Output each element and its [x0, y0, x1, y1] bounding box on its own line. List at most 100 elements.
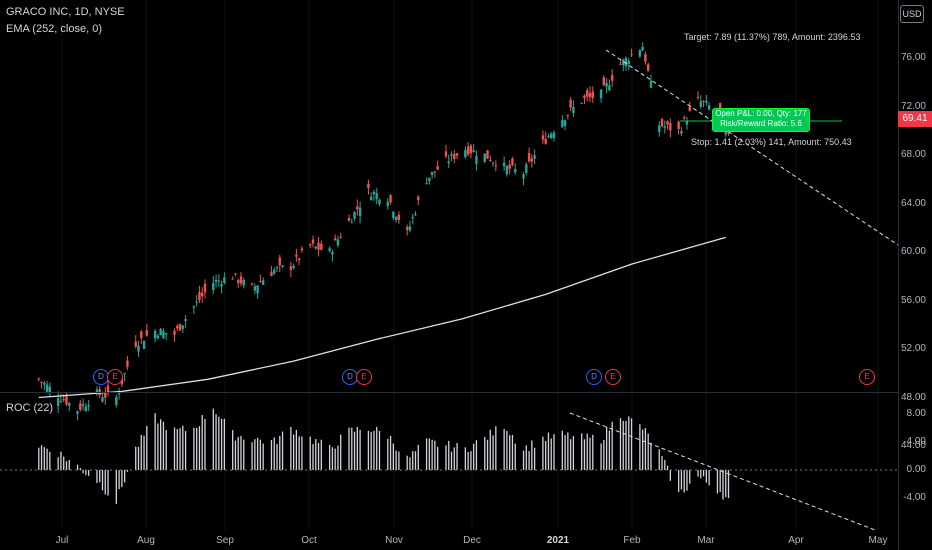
open-pnl-label[interactable]: Open P&L: 0.00, Qty: 177 Risk/Reward Rat…	[712, 108, 810, 132]
candle-body	[253, 286, 257, 291]
candle-body	[444, 151, 448, 157]
candle-body	[369, 196, 373, 201]
candle-body	[666, 121, 669, 125]
candle-body	[331, 252, 334, 255]
candle-body	[405, 227, 409, 231]
candle-body	[317, 242, 320, 250]
candle-body	[547, 136, 550, 138]
ema-legend[interactable]: EMA (252, close, 0)	[6, 23, 102, 35]
price-tick-label: 76.00	[900, 52, 926, 63]
candle-body	[522, 174, 525, 179]
roc-tick-label: 4.00	[906, 436, 926, 447]
candle-body	[663, 126, 666, 128]
candle-body	[677, 121, 680, 130]
currency-button[interactable]: USD	[900, 5, 924, 23]
candle-body	[411, 217, 414, 219]
candle-body	[239, 276, 243, 284]
candle-body	[292, 265, 295, 269]
candle-body	[153, 330, 157, 339]
dividend-marker[interactable]: D	[93, 369, 109, 385]
candle-body	[311, 239, 315, 244]
candle-body	[489, 160, 492, 162]
candle-body	[375, 193, 378, 200]
candle-body	[48, 386, 52, 393]
candle-body	[195, 301, 198, 303]
time-tick-label: Apr	[788, 535, 804, 546]
candle-body	[599, 89, 603, 99]
candle-body	[602, 77, 606, 86]
candle-body	[123, 373, 126, 375]
grid	[61, 0, 879, 530]
candle-body	[56, 398, 60, 406]
candle-body	[106, 385, 110, 392]
candle-body	[641, 46, 644, 51]
candle-body	[466, 146, 470, 155]
candle-body	[250, 283, 254, 285]
candle-body	[328, 248, 331, 251]
candle-body	[436, 166, 439, 170]
time-tick-label: Nov	[385, 535, 403, 546]
time-tick-label: 2021	[546, 535, 570, 546]
candle-body	[297, 258, 301, 260]
earnings-marker[interactable]: E	[605, 369, 621, 385]
candle-body	[162, 331, 165, 339]
candle-body	[569, 99, 572, 108]
earnings-marker[interactable]: E	[356, 369, 372, 385]
candle-body	[630, 54, 633, 56]
candle-body	[101, 397, 104, 402]
candle-body	[259, 281, 262, 283]
candle-body	[300, 248, 304, 251]
candle-body	[397, 214, 401, 221]
symbol-legend[interactable]: GRACO INC, 1D, NYSE	[6, 6, 125, 18]
candle-body	[475, 155, 478, 165]
candle-body	[491, 162, 495, 164]
target-label: Target: 7.89 (11.37%) 789, Amount: 2396.…	[684, 32, 861, 42]
candle-body	[389, 194, 392, 203]
candle-body	[566, 114, 570, 116]
candle-body	[455, 153, 459, 156]
roc-tick-label: 0.00	[906, 464, 926, 475]
candle-body	[176, 325, 179, 329]
candlestick-series	[37, 42, 730, 421]
candle-body	[79, 403, 82, 410]
ema-line	[38, 236, 726, 399]
candle-body	[580, 102, 583, 104]
candle-body	[95, 389, 99, 393]
candle-body	[417, 196, 420, 200]
candle-body	[511, 158, 514, 166]
candle-body	[550, 133, 553, 139]
candle-body	[203, 283, 207, 293]
candle-body	[309, 244, 312, 246]
pane-divider[interactable]	[0, 392, 898, 393]
candle-body	[583, 95, 586, 99]
candle-body	[68, 402, 71, 406]
candle-body	[525, 164, 528, 173]
candle-body	[201, 292, 204, 297]
roc-legend[interactable]: ROC (22)	[6, 402, 54, 414]
candle-body	[356, 206, 359, 210]
candle-body	[552, 132, 556, 139]
dividend-marker[interactable]: D	[586, 369, 602, 385]
price-scale-border	[898, 0, 899, 550]
candle-body	[278, 257, 281, 266]
candle-body	[281, 265, 284, 267]
candle-body	[688, 106, 691, 111]
candle-body	[428, 177, 431, 182]
candle-body	[273, 269, 276, 274]
time-tick-label: Feb	[623, 535, 641, 546]
earnings-marker[interactable]: E	[107, 369, 123, 385]
candle-body	[336, 239, 340, 246]
candle-body	[646, 64, 650, 71]
candle-body	[430, 171, 434, 175]
candle-body	[392, 211, 395, 218]
candle-body	[533, 155, 536, 159]
stop-label: Stop: 1.41 (2.03%) 141, Amount: 750.43	[691, 137, 852, 147]
candle-body	[483, 153, 486, 162]
candle-body	[685, 121, 689, 125]
candle-body	[320, 243, 323, 250]
earnings-marker[interactable]: E	[859, 369, 875, 385]
candle-body	[622, 59, 625, 66]
candle-body	[165, 333, 168, 335]
